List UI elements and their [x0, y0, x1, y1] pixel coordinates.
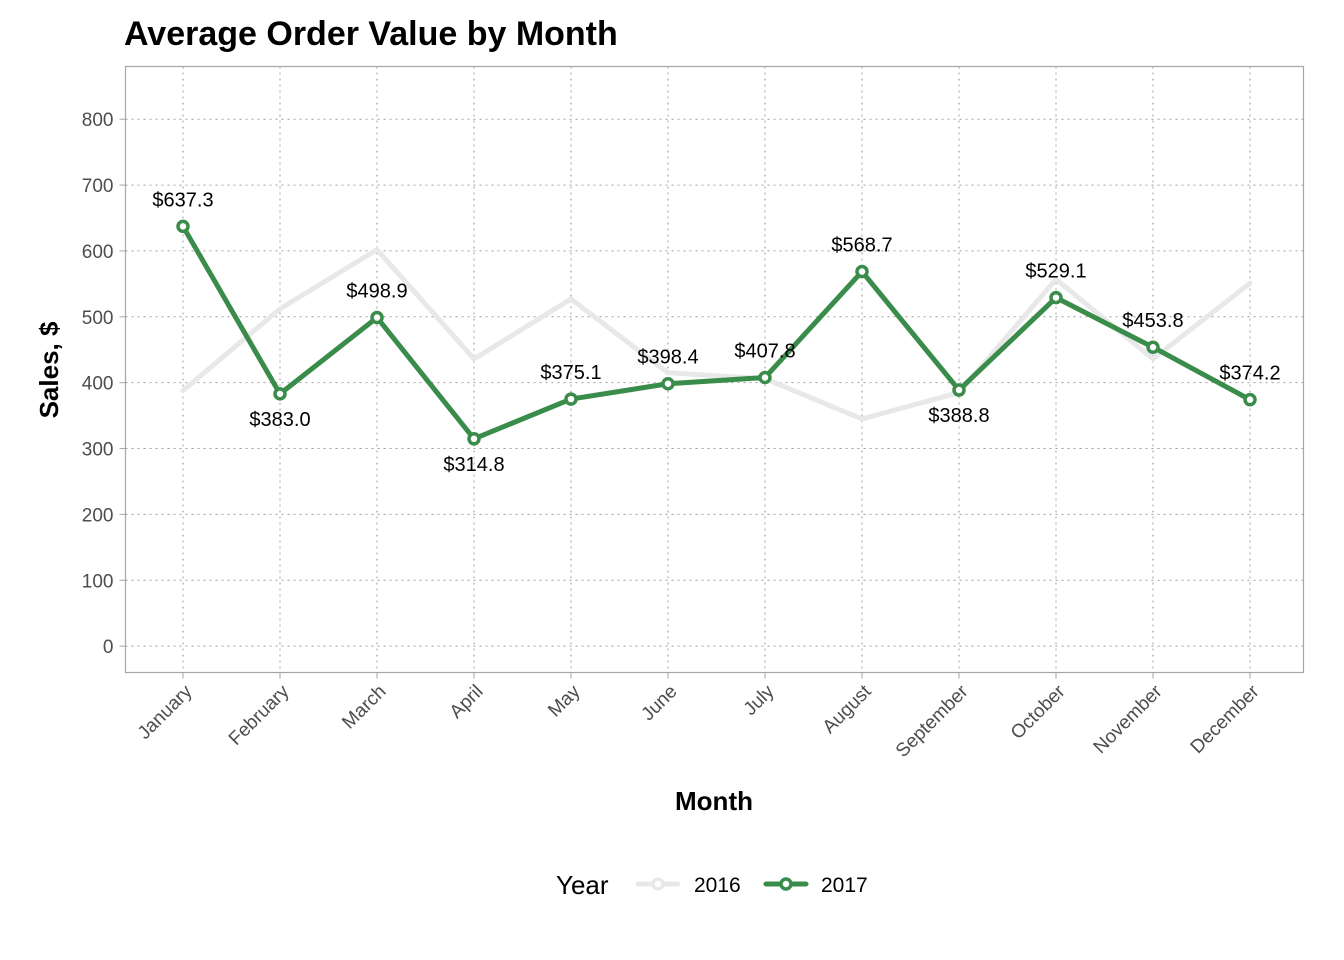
y-tick-label: 700: [82, 176, 114, 197]
x-tick-label: May: [544, 681, 585, 722]
y-tick-label: 200: [82, 505, 114, 526]
data-point-2017: [661, 376, 675, 391]
data-point-2017: [176, 219, 190, 234]
legend: Year 2016 2017: [556, 870, 868, 900]
plot-panel: [124, 65, 1305, 674]
data-label: $529.1: [1025, 261, 1086, 283]
gridlines: [125, 66, 1304, 673]
data-point-2017: [467, 432, 481, 446]
data-label: $498.9: [346, 281, 407, 303]
data-label: $637.3: [152, 189, 213, 211]
y-axis-ticks: 0 100 200 300 400 500 600 700 800: [82, 110, 126, 658]
legend-marker-2016: [651, 877, 665, 891]
data-point-2017: [855, 264, 869, 279]
chart-title: Average Order Value by Month: [124, 15, 618, 53]
data-label: $453.8: [1122, 310, 1183, 332]
x-axis-title: Month: [675, 786, 753, 816]
x-tick-label: September: [892, 681, 973, 762]
x-tick-label: February: [225, 681, 294, 750]
data-point-2017: [564, 392, 578, 406]
y-tick-label: 100: [82, 571, 114, 592]
series-lines: [176, 219, 1257, 446]
data-label: $314.8: [443, 454, 504, 476]
x-tick-label: July: [740, 681, 779, 720]
x-tick-label: March: [338, 681, 390, 733]
x-tick-label: December: [1187, 681, 1264, 758]
y-axis-title: Sales, $: [34, 321, 64, 418]
x-axis-ticks: January February March April May June July Augu…: [134, 672, 1264, 762]
y-tick-label: 500: [82, 308, 114, 329]
legend-items: 2016 2017: [635, 874, 868, 897]
x-tick-label: June: [638, 681, 682, 725]
x-tick-label: August: [819, 681, 876, 738]
data-point-2017: [1243, 392, 1257, 407]
x-tick-label: November: [1090, 681, 1167, 758]
legend-label-2017: 2017: [821, 874, 868, 897]
data-label: $398.4: [637, 347, 698, 369]
legend-marker-2017: [779, 877, 793, 891]
data-label: $375.1: [540, 362, 601, 384]
data-point-2017: [273, 387, 287, 401]
data-point-2017: [1146, 340, 1160, 354]
data-point-2017: [370, 310, 384, 325]
data-point-2017: [952, 383, 966, 397]
data-label: $568.7: [831, 235, 892, 257]
data-label: $407.8: [734, 341, 795, 363]
y-tick-label: 800: [82, 110, 114, 131]
x-tick-label: October: [1007, 681, 1070, 744]
y-tick-label: 400: [82, 374, 114, 395]
data-label: $383.0: [249, 409, 310, 431]
data-labels: $637.3 $383.0 $498.9 $314.8 $375.1 $398.4 $407…: [152, 189, 1280, 475]
y-tick-label: 0: [103, 637, 114, 658]
data-point-2017: [758, 370, 772, 385]
legend-title: Year: [556, 870, 609, 900]
y-tick-label: 300: [82, 440, 114, 461]
data-point-2017: [1049, 290, 1063, 305]
series-line-2016: [180, 247, 1253, 422]
x-tick-label: January: [134, 681, 197, 744]
legend-label-2016: 2016: [694, 874, 741, 897]
x-tick-label: April: [446, 681, 488, 723]
y-tick-label: 600: [82, 242, 114, 263]
data-label: $388.8: [928, 405, 989, 427]
data-label: $374.2: [1219, 363, 1280, 385]
series-line-2017: [180, 223, 1253, 442]
